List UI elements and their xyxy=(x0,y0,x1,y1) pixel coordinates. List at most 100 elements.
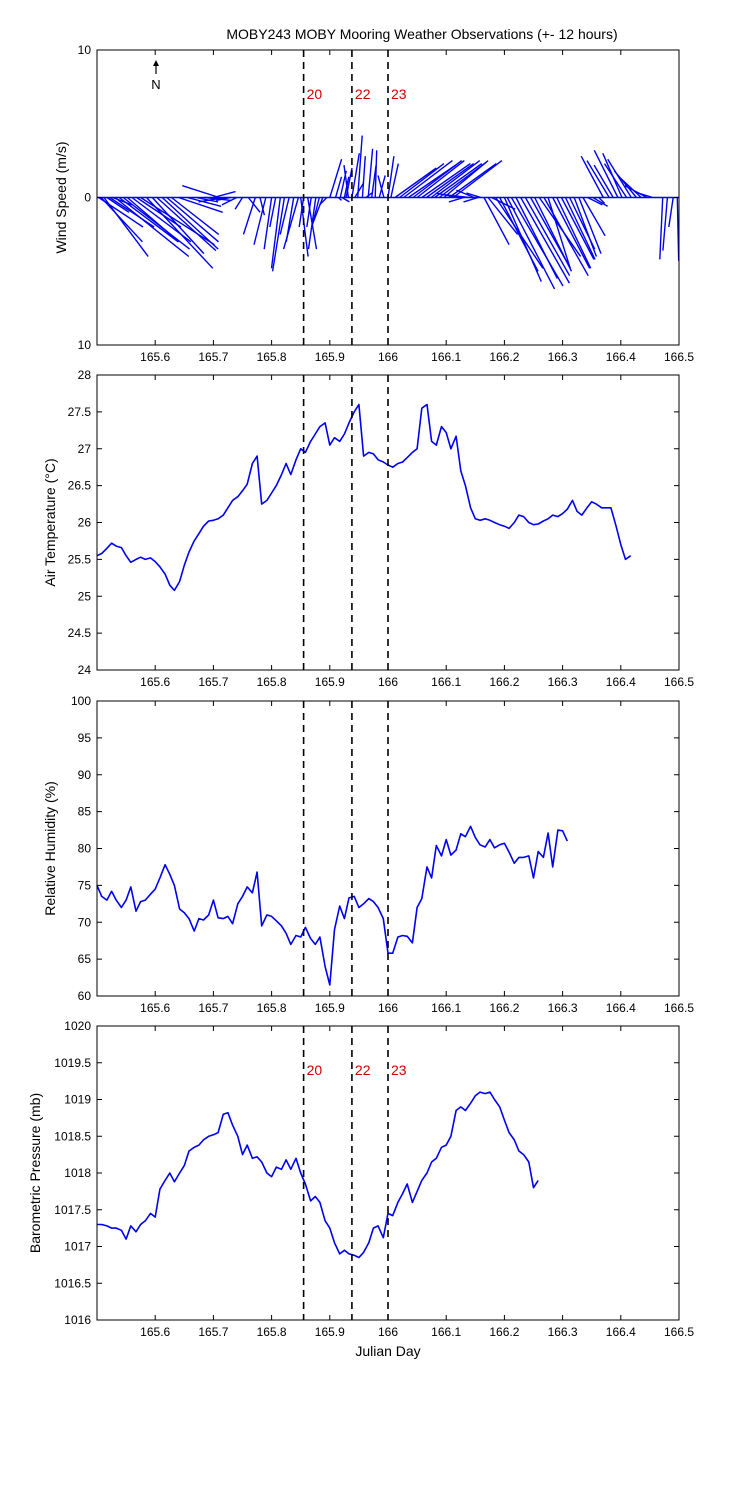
wind-vector-14 xyxy=(151,197,205,255)
x-tick-label: 166.2 xyxy=(489,1001,519,1015)
wind-vector-83 xyxy=(448,196,464,203)
wind-vector-100 xyxy=(534,197,573,272)
x-tick-label: 166.4 xyxy=(606,350,636,364)
y-tick-label: 85 xyxy=(78,805,92,819)
wind-vector-55 xyxy=(343,165,350,198)
wind-vector-58 xyxy=(357,135,363,198)
wind-vector-27 xyxy=(221,196,238,206)
wind-vector-21 xyxy=(195,196,219,203)
y-tick-label: 28 xyxy=(78,368,92,382)
wind-vector-87 xyxy=(466,192,482,199)
data-line-1 xyxy=(96,403,632,592)
event-label-20: 20 xyxy=(307,86,323,102)
wind-vector-30 xyxy=(242,197,256,235)
y-tick-label: 10 xyxy=(78,338,92,352)
wind-vector-6 xyxy=(114,196,190,258)
x-tick-label: 165.8 xyxy=(257,350,287,364)
wind-vector-118 xyxy=(593,149,619,198)
y-tick-label: 1017.5 xyxy=(54,1203,91,1217)
wind-vector-63 xyxy=(374,150,378,198)
y-tick-label: 1020 xyxy=(64,1019,91,1033)
x-tick-label: 166.3 xyxy=(548,675,578,689)
wind-vector-57 xyxy=(354,182,365,198)
wind-vector-97 xyxy=(520,197,571,284)
wind-vector-114 xyxy=(598,197,606,204)
wind-vector-95 xyxy=(510,197,564,287)
wind-vector-17 xyxy=(166,196,219,243)
wind-vector-72 xyxy=(412,160,463,199)
wind-vector-32 xyxy=(253,197,267,245)
y-tick-label: 24 xyxy=(78,663,92,677)
wind-vector-11 xyxy=(136,196,182,228)
x-tick-label: 166.5 xyxy=(664,1001,694,1015)
y-tick-label: 27.5 xyxy=(68,405,92,419)
panel-2: 165.6 165.7 165.8 165.9 166 166.1 166.2 166.3 16… xyxy=(42,694,694,1015)
wind-vector-66 xyxy=(387,156,395,198)
y-axis-label: Air Temperature (°C) xyxy=(42,458,58,586)
wind-vector-106 xyxy=(560,197,595,260)
wind-vector-68 xyxy=(394,167,437,199)
y-tick-label: 95 xyxy=(78,731,92,745)
wind-vector-26 xyxy=(215,196,232,202)
y-tick-label: 100 xyxy=(71,694,91,708)
x-tick-label: 165.9 xyxy=(315,1325,345,1339)
wind-vector-84 xyxy=(442,193,470,199)
x-tick-label: 166.5 xyxy=(664,1325,694,1339)
figure-title: MOBY243 MOBY Mooring Weather Observation… xyxy=(226,26,617,42)
wind-vector-81 xyxy=(452,160,503,199)
y-tick-label: 80 xyxy=(78,842,92,856)
x-tick-label: 166.2 xyxy=(489,675,519,689)
wind-vector-1 xyxy=(100,197,143,243)
y-tick-label: 26.5 xyxy=(68,479,92,493)
y-tick-label: 27 xyxy=(78,442,92,456)
y-axis-label: Barometric Pressure (mb) xyxy=(27,1093,43,1253)
y-axis-label: Wind Speed (m/s) xyxy=(53,141,69,253)
wind-vector-75 xyxy=(425,163,475,199)
wind-vector-37 xyxy=(279,197,290,235)
x-axis-label: Julian Day xyxy=(355,1343,420,1359)
wind-vector-94 xyxy=(506,197,556,290)
panel-0: N 20 22 23 165.6 165.7 165.8 165.9 166 166.1 166.2… xyxy=(53,43,694,364)
x-tick-label: 165.7 xyxy=(198,675,228,689)
x-tick-label: 165.6 xyxy=(140,675,170,689)
wind-vector-127 xyxy=(662,197,669,251)
wind-vector-19 xyxy=(178,196,223,213)
wind-vector-102 xyxy=(543,197,589,277)
y-tick-label: 75 xyxy=(78,878,92,892)
x-tick-label: 166.1 xyxy=(431,1001,461,1015)
wind-vector-33 xyxy=(263,197,273,250)
wind-vector-64 xyxy=(378,175,386,198)
wind-vector-128 xyxy=(668,197,674,228)
wind-vector-80 xyxy=(448,163,497,199)
wind-vector-126 xyxy=(659,197,664,260)
y-axis-label: Relative Humidity (%) xyxy=(42,781,58,916)
x-tick-label: 166.5 xyxy=(664,675,694,689)
wind-vector-56 xyxy=(351,153,360,198)
wind-vector-121 xyxy=(607,158,632,198)
wind-vector-25 xyxy=(198,196,226,203)
x-tick-label: 166.4 xyxy=(606,675,636,689)
x-tick-label: 165.7 xyxy=(198,1001,228,1015)
wind-vector-116 xyxy=(586,160,610,198)
y-tick-label: 90 xyxy=(78,768,92,782)
wind-vector-20 xyxy=(187,196,222,207)
y-tick-label: 1019.5 xyxy=(54,1056,91,1070)
y-tick-label: 26 xyxy=(78,516,92,530)
wind-vector-15 xyxy=(156,196,217,252)
wind-vector-59 xyxy=(361,156,366,198)
wind-vector-39 xyxy=(282,197,300,250)
wind-vector-69 xyxy=(399,163,445,199)
wind-vector-43 xyxy=(306,197,312,228)
wind-vector-31 xyxy=(259,197,266,216)
panel-1: 165.6 165.7 165.8 165.9 166 166.1 166.2 166.3 16… xyxy=(42,368,694,689)
y-tick-label: 10 xyxy=(78,43,92,57)
wind-vector-93 xyxy=(503,197,542,282)
x-tick-label: 166.2 xyxy=(489,1325,519,1339)
wind-vector-129 xyxy=(676,197,680,261)
wind-vector-89 xyxy=(487,197,519,235)
wind-vector-46 xyxy=(311,197,324,225)
wind-vector-111 xyxy=(582,197,606,237)
x-tick-label: 165.6 xyxy=(140,350,170,364)
